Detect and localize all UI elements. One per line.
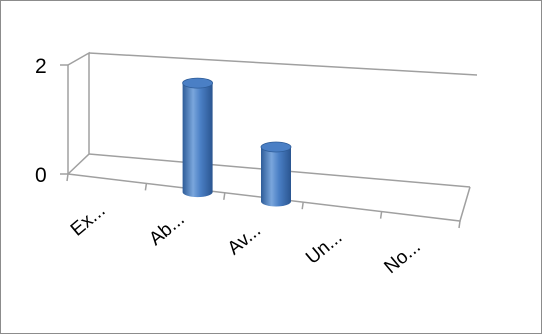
bar-body-2 xyxy=(182,83,213,198)
category-label-1: Ex... xyxy=(67,200,110,241)
bar-top-3 xyxy=(260,141,292,153)
x-tick-1 xyxy=(144,183,148,191)
x-tick-2 xyxy=(223,192,226,200)
bar-series xyxy=(182,77,292,207)
back-wall-outline xyxy=(67,51,90,175)
x-axis-ticks xyxy=(66,173,461,229)
bar-body-3 xyxy=(261,147,291,207)
x-tick-4 xyxy=(379,211,383,219)
category-labels: Ex... Ab... Av... Un... No... xyxy=(67,200,425,278)
y-tick-label-bottom: 0 xyxy=(35,164,47,187)
x-tick-3 xyxy=(301,202,304,210)
bar-top-2 xyxy=(182,77,214,89)
category-label-4: Un... xyxy=(302,227,346,269)
category-label-2: Ab... xyxy=(145,209,188,250)
y-tick-label-top: 2 xyxy=(35,55,47,78)
back-wall-top-edge xyxy=(88,52,478,76)
x-tick-5 xyxy=(458,220,461,229)
category-label-5: No... xyxy=(381,236,425,278)
category-label-3: Av... xyxy=(224,220,265,259)
bar-2 xyxy=(182,77,214,198)
x-tick-0 xyxy=(66,173,69,182)
bar-3 xyxy=(260,141,292,207)
